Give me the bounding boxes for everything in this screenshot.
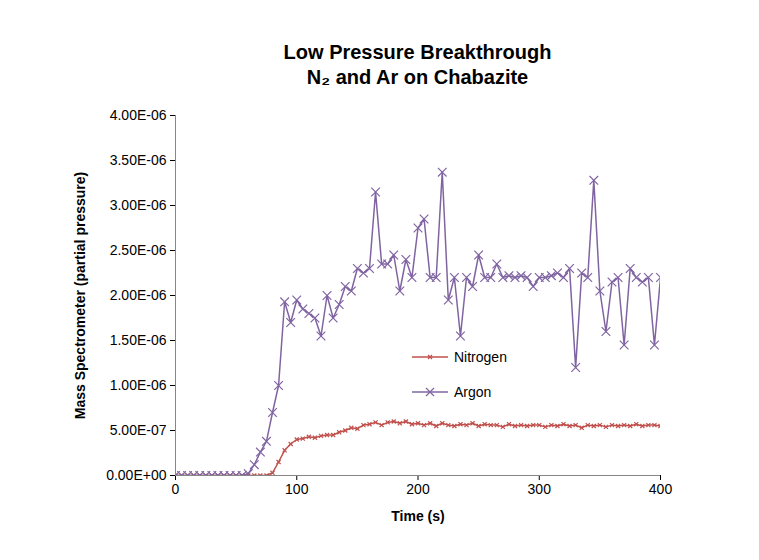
svg-text:0.00E+00: 0.00E+00: [106, 467, 167, 483]
svg-text:3.00E-06: 3.00E-06: [110, 197, 167, 213]
svg-text:Mass Spectrometer (partial pre: Mass Spectrometer (partial pressure): [72, 172, 88, 419]
svg-text:1.50E-06: 1.50E-06: [110, 332, 167, 348]
svg-text:100: 100: [285, 481, 309, 497]
svg-text:2.00E-06: 2.00E-06: [110, 287, 167, 303]
svg-text:300: 300: [528, 481, 552, 497]
html-text:Low Pressure Breakthrough N₂ a: Low Pressure Breakthrough N₂ and Ar on C…: [283, 41, 552, 88]
svg-text:4.00E-06: 4.00E-06: [110, 107, 167, 123]
svg-text:2.50E-06: 2.50E-06: [110, 242, 167, 258]
html-text:Nitrogen: Nitrogen: [454, 349, 507, 365]
svg-text:Time (s): Time (s): [391, 508, 444, 524]
svg-text:200: 200: [406, 481, 430, 497]
svg-text:5.00E-07: 5.00E-07: [110, 422, 167, 438]
html-text:Argon: Argon: [454, 384, 492, 400]
svg-text:1.00E-06: 1.00E-06: [110, 377, 167, 393]
svg-text:3.50E-06: 3.50E-06: [110, 152, 167, 168]
svg-text:0: 0: [172, 481, 180, 497]
svg-text:400: 400: [649, 481, 673, 497]
